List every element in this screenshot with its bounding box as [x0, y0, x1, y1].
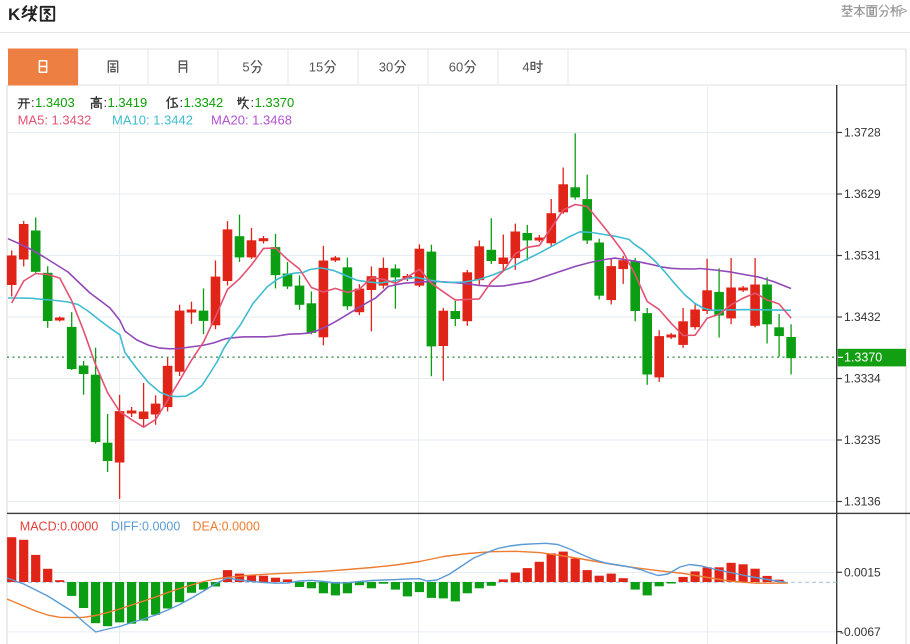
svg-text:1.3531: 1.3531	[844, 249, 881, 263]
svg-text:K: K	[8, 5, 21, 24]
svg-text:5: 5	[242, 60, 249, 75]
svg-text::: :	[104, 95, 108, 110]
svg-text:1.3136: 1.3136	[844, 495, 881, 509]
svg-text::: :	[251, 95, 255, 110]
svg-text:MA5: 1.3432: MA5: 1.3432	[18, 113, 92, 128]
svg-text:MA20: 1.3468: MA20: 1.3468	[211, 113, 292, 128]
svg-text:1.3403: 1.3403	[35, 95, 75, 110]
svg-text:60: 60	[449, 60, 463, 75]
svg-text:-0.0067: -0.0067	[840, 625, 881, 639]
svg-text:1.3419: 1.3419	[108, 95, 148, 110]
svg-text:1.3235: 1.3235	[844, 433, 881, 447]
svg-text:1.3334: 1.3334	[844, 372, 881, 386]
svg-text:1.3432: 1.3432	[844, 310, 881, 324]
svg-text:>: >	[900, 4, 907, 18]
svg-text:DEA:0.0000: DEA:0.0000	[193, 520, 260, 534]
svg-text:4: 4	[522, 60, 529, 75]
svg-text:DIFF:0.0000: DIFF:0.0000	[111, 520, 181, 534]
svg-text:MA10: 1.3442: MA10: 1.3442	[112, 113, 193, 128]
svg-text:15: 15	[309, 60, 323, 75]
svg-text:1.3728: 1.3728	[844, 126, 881, 140]
svg-text::: :	[31, 95, 35, 110]
svg-text:30: 30	[379, 60, 393, 75]
svg-text:MACD:0.0000: MACD:0.0000	[20, 520, 99, 534]
svg-text:1.3370: 1.3370	[844, 351, 882, 365]
svg-text::: :	[180, 95, 184, 110]
svg-text:1.3342: 1.3342	[184, 95, 224, 110]
svg-text:1.3629: 1.3629	[844, 187, 881, 201]
svg-text:0.0015: 0.0015	[844, 566, 881, 580]
svg-text:1.3370: 1.3370	[255, 95, 295, 110]
